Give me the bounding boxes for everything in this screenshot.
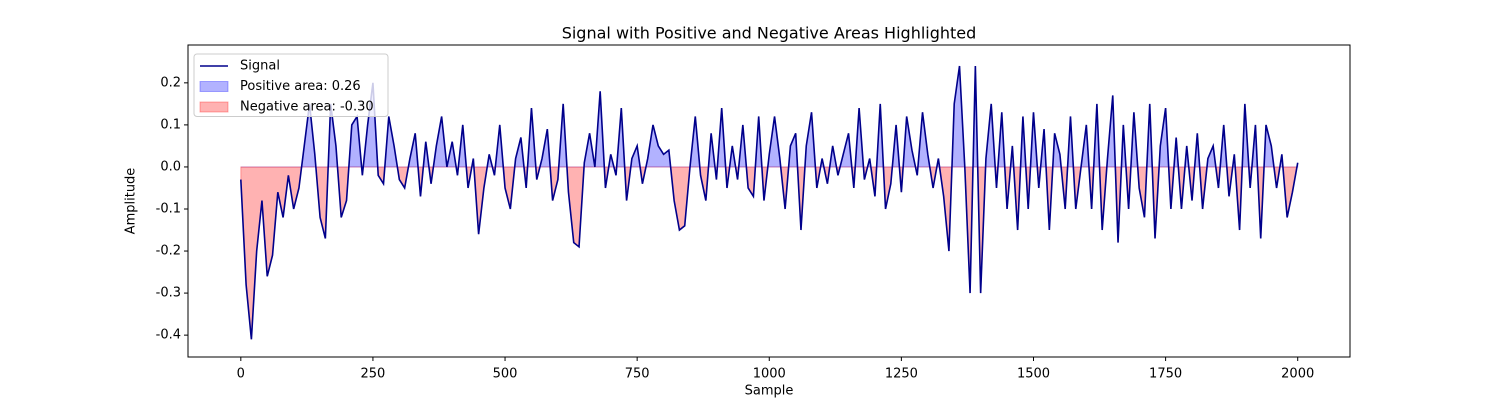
x-tick-label: 0 <box>237 367 245 382</box>
y-tick-label: -0.4 <box>156 328 181 343</box>
legend-label: Signal <box>240 59 280 74</box>
signal-line <box>240 65 1299 340</box>
y-tick-label: -0.2 <box>156 244 181 259</box>
x-tick-label: 750 <box>625 367 650 382</box>
chart-title: Signal with Positive and Negative Areas … <box>562 24 977 43</box>
area-fill <box>240 166 1298 340</box>
y-tick-label: -0.3 <box>156 286 181 301</box>
y-axis-label: Amplitude <box>124 168 139 235</box>
x-tick-label: 1500 <box>1017 367 1050 382</box>
y-tick-label: 0.1 <box>160 117 181 132</box>
x-tick-label: 1250 <box>885 367 918 382</box>
y-tick-label: 0.2 <box>160 75 181 90</box>
legend-label: Positive area: 0.26 <box>240 79 361 94</box>
legend-label: Negative area: -0.30 <box>240 100 374 115</box>
x-tick-label: 1750 <box>1149 367 1182 382</box>
x-tick-label: 1000 <box>753 367 786 382</box>
legend-swatch <box>199 101 229 113</box>
x-tick-label: 500 <box>493 367 518 382</box>
legend-swatch <box>199 81 229 92</box>
x-tick-label: 2000 <box>1281 367 1314 382</box>
y-tick-label: -0.1 <box>156 201 181 216</box>
y-tick-label: 0.0 <box>160 159 181 174</box>
x-tick-label: 250 <box>361 367 386 382</box>
x-axis-label: Sample <box>745 384 794 399</box>
legend-box <box>193 53 389 117</box>
